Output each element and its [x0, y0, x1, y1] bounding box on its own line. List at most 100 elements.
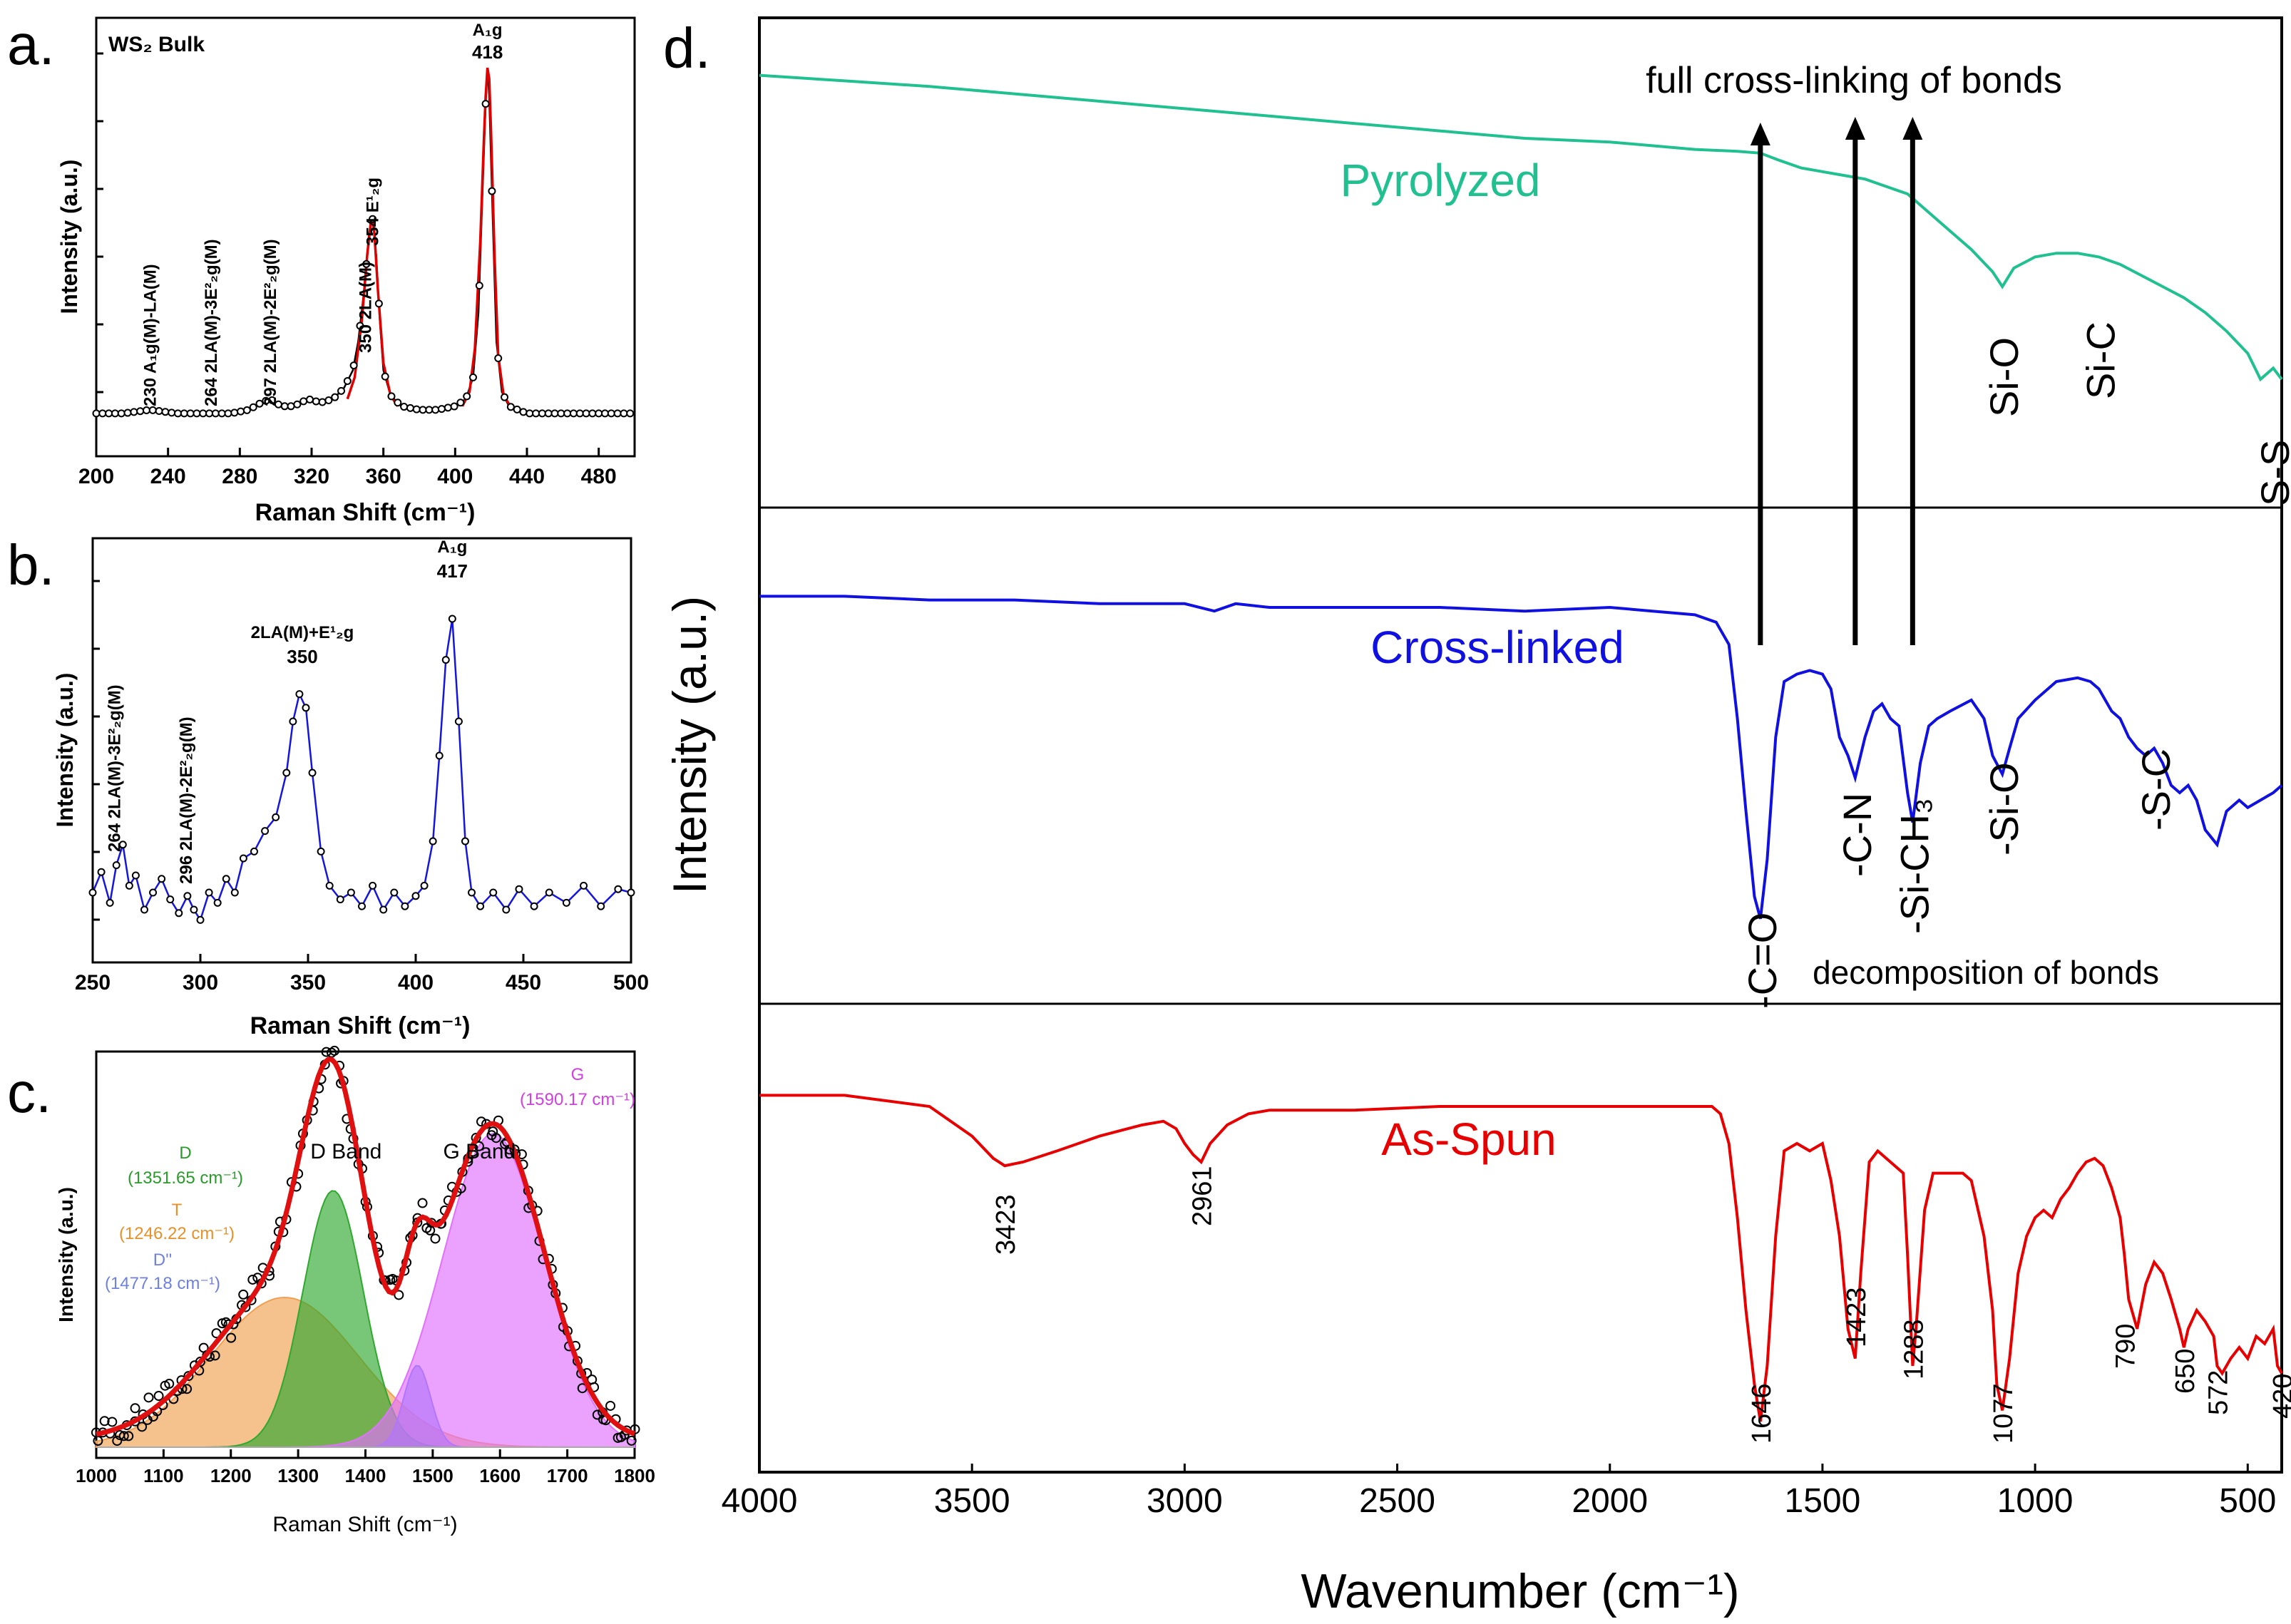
a-point — [519, 408, 528, 416]
a-point — [211, 409, 220, 418]
a-point — [506, 403, 515, 411]
d-series-1 — [759, 595, 2283, 920]
c-tick-label-0: 1000 — [76, 1465, 117, 1486]
d-cross-bond-1: -C-N — [1835, 793, 1880, 877]
b-point — [250, 847, 258, 855]
a-point — [431, 406, 440, 414]
b-point — [435, 751, 444, 760]
y-axis-label-d: Intensity (a.u.) — [663, 596, 716, 894]
a-point — [142, 406, 150, 415]
d-asspun-peak-3: 1423 — [1842, 1287, 1872, 1347]
c-tick-label-1: 1100 — [143, 1465, 183, 1486]
a-point — [600, 409, 609, 418]
b-top-label-sym-1: A₁g — [437, 538, 467, 557]
a-peak-label-2: 297 2LA(M)-2E²₂g(M) — [261, 239, 280, 406]
a-tick-label-0: 200 — [78, 465, 114, 488]
d-tick-label-5: 1500 — [1785, 1482, 1861, 1520]
a-point — [249, 403, 257, 411]
d-cross-bond-4: -S-C — [2133, 749, 2178, 831]
b-tick-label-1: 300 — [183, 971, 218, 995]
b-point — [222, 875, 230, 883]
d-series-2 — [759, 1094, 2283, 1422]
a-point — [161, 408, 170, 416]
b-point — [515, 885, 523, 893]
a-point — [268, 396, 277, 404]
c-point — [182, 1384, 193, 1394]
b-point — [347, 888, 355, 897]
d-tick-label-4: 2000 — [1572, 1482, 1648, 1520]
a-tick-label-3: 320 — [294, 465, 329, 488]
panel-letter-a: a. — [7, 13, 55, 76]
b-point — [183, 892, 192, 900]
a-point — [532, 409, 540, 418]
d-annotation-top: full cross-linking of bonds — [1646, 60, 2062, 101]
c-point — [118, 1431, 129, 1441]
b-point — [213, 898, 222, 907]
b-point — [562, 898, 570, 907]
a-point — [444, 404, 452, 412]
x-axis-label-b: Raman Shift (cm⁻¹) — [250, 1012, 471, 1039]
d-asspun-peak-0: 3423 — [991, 1194, 1021, 1255]
y-axis-label-b: Intensity (a.u.) — [52, 673, 78, 828]
a-point — [136, 407, 145, 416]
a-peak-label-4: 354 E¹₂g — [364, 178, 383, 246]
a-point — [312, 397, 320, 406]
b-point — [336, 895, 344, 904]
a-point — [620, 409, 628, 418]
a-point — [526, 409, 534, 418]
c-tick-label-4: 1400 — [345, 1465, 386, 1486]
c-peak-value-1: (1246.22 cm⁻¹) — [119, 1224, 235, 1243]
a-point — [255, 399, 264, 408]
d-pyro-bond-1: Si-C — [2079, 322, 2123, 399]
b-point — [88, 888, 97, 897]
c-peak-name-0: D — [179, 1144, 191, 1163]
c-peak-name-3: G — [571, 1065, 585, 1084]
b-point — [411, 892, 420, 900]
d-tick-label-1: 3500 — [934, 1482, 1010, 1520]
b-point — [317, 847, 325, 855]
a-point — [98, 409, 107, 418]
inset-label-a: WS₂ Bulk — [108, 33, 205, 56]
a-point — [544, 409, 553, 418]
b-point — [476, 902, 485, 910]
a-point — [481, 100, 490, 108]
a-point — [237, 407, 245, 416]
b-tick-label-2: 350 — [290, 971, 326, 995]
c-peak-value-3: (1590.17 cm⁻¹) — [520, 1090, 635, 1109]
b-point — [308, 769, 317, 777]
a-point — [613, 409, 622, 418]
b-point — [289, 717, 297, 726]
a-point — [224, 409, 232, 418]
b-point — [175, 909, 183, 918]
x-axis-label-d: Wavenumber (cm⁻¹) — [1301, 1564, 1739, 1618]
a-point — [456, 399, 465, 407]
b-point — [614, 885, 622, 893]
a-point — [406, 404, 414, 412]
b-point — [420, 881, 429, 890]
c-point — [153, 1391, 164, 1402]
c-point — [195, 1357, 205, 1367]
d-asspun-peak-1: 2961 — [1188, 1166, 1218, 1226]
c-point — [112, 1436, 123, 1446]
a-point — [324, 396, 333, 405]
a-point — [193, 409, 201, 418]
a-point — [117, 409, 125, 418]
panel-c: 1000 1100 1200 1300 1400 1500 1600 1700 1800 D B… — [55, 1045, 655, 1536]
a-peak-label-1: 264 2LA(M)-3E²₂g(M) — [202, 239, 221, 406]
b-point — [429, 837, 437, 846]
a-tick-label-6: 440 — [509, 465, 545, 488]
a-point — [230, 408, 239, 417]
d-annotation-bottom: decomposition of bonds — [1813, 954, 2159, 991]
c-peak-name-2: D'' — [153, 1250, 173, 1270]
panel-letter-c: c. — [7, 1061, 51, 1124]
d-arrow-head-2 — [1902, 117, 1923, 140]
b-top-label-val-0: 350 — [287, 646, 317, 667]
d-pyro-bond-0: Si-O — [1982, 337, 2026, 417]
c-point — [491, 1133, 501, 1144]
c-peak-name-1: T — [172, 1201, 183, 1220]
b-point — [468, 888, 476, 897]
a-point — [130, 408, 138, 416]
b-point — [125, 881, 133, 890]
a-point — [513, 405, 521, 413]
